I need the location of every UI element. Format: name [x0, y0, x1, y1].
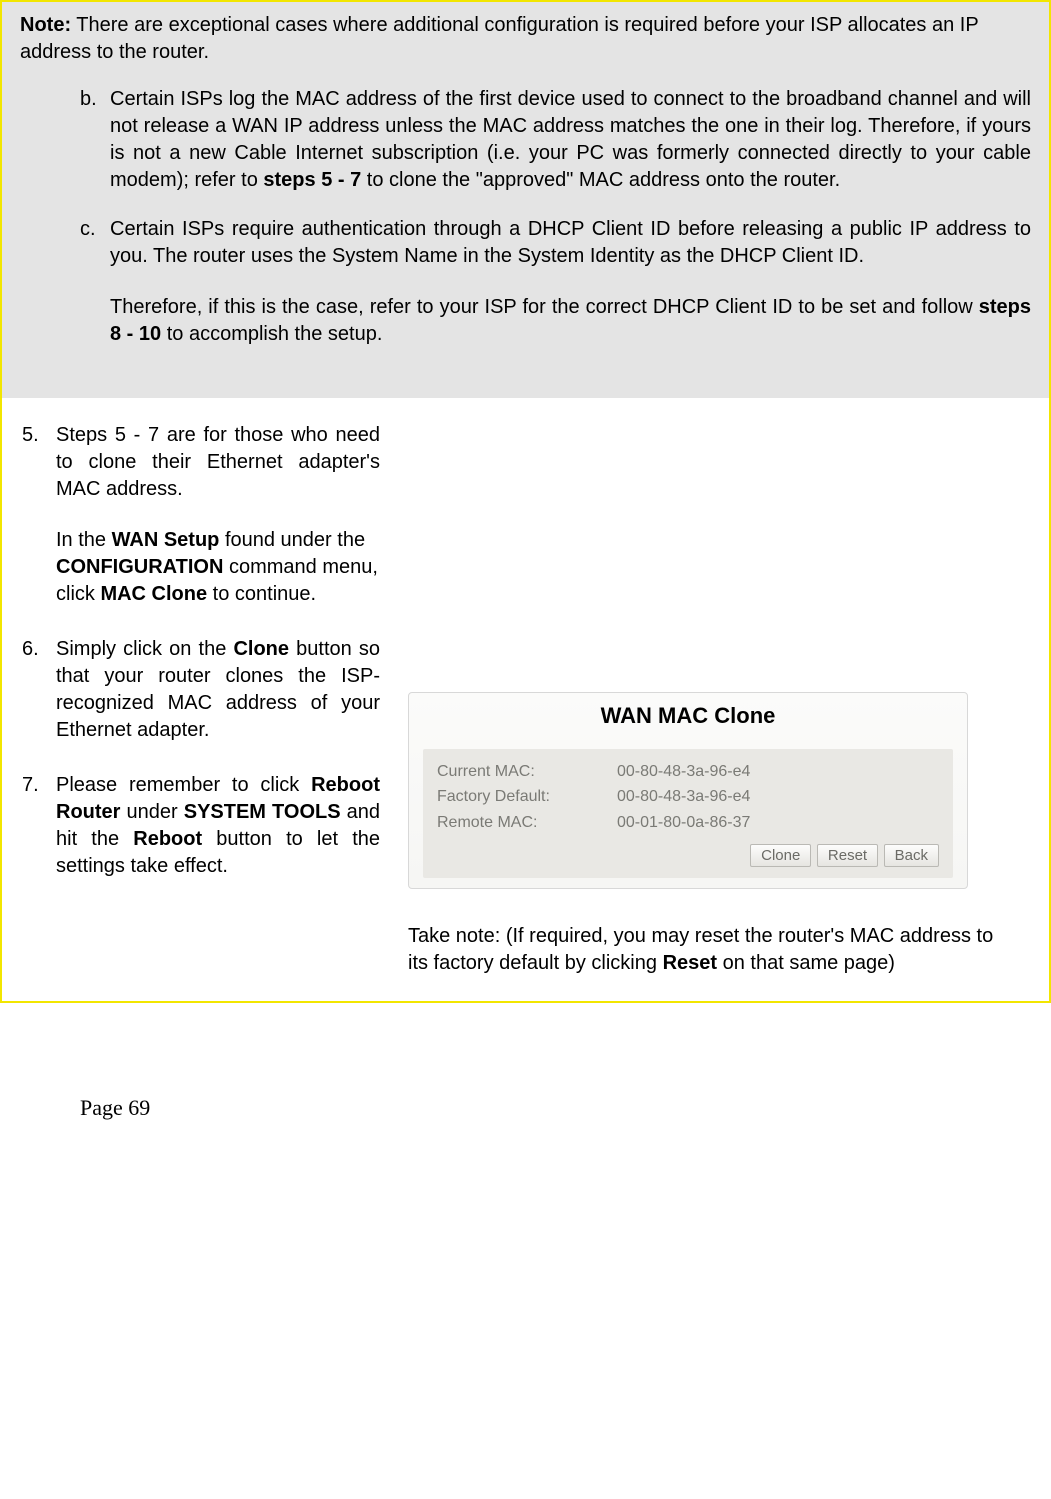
note-c-follow: Therefore, if this is the case, refer to… [110, 294, 1031, 348]
row-value: 00-80-48-3a-96-e4 [617, 786, 939, 808]
clone-button[interactable]: Clone [750, 844, 811, 867]
panel-row: Remote MAC: 00-01-80-0a-86-37 [437, 812, 939, 834]
row-label: Factory Default: [437, 786, 617, 808]
note-item-c: c. Certain ISPs require authentication t… [110, 216, 1031, 348]
step-6: 6. Simply click on the Clone button so t… [56, 636, 380, 744]
row-label: Remote MAC: [437, 812, 617, 834]
note-item-b: b. Certain ISPs log the MAC address of t… [110, 86, 1031, 194]
step-5-p2: In the WAN Setup found under the CONFIGU… [56, 527, 380, 608]
step-6-p1: Simply click on the Clone button so that… [56, 636, 380, 744]
note-c-text: Certain ISPs require authentication thro… [110, 218, 1031, 267]
panel-title: WAN MAC Clone [409, 693, 967, 749]
panel-body: Current MAC: 00-80-48-3a-96-e4 Factory D… [423, 749, 953, 879]
note-c-follow-after: to accomplish the setup. [161, 323, 382, 345]
note-b-text-after: to clone the "approved" MAC address onto… [361, 169, 840, 191]
step-7-p1: Please remember to click Reboot Router u… [56, 772, 380, 880]
note-label: Note: [20, 14, 71, 36]
step-number: 7. [22, 772, 39, 799]
page-number: Page 69 [0, 1003, 1051, 1123]
note-box: Note: There are exceptional cases where … [2, 2, 1049, 398]
reset-button[interactable]: Reset [817, 844, 878, 867]
panel-row: Factory Default: 00-80-48-3a-96-e4 [437, 786, 939, 808]
list-marker: b. [80, 86, 97, 113]
step-5-p1: Steps 5 - 7 are for those who need to cl… [56, 422, 380, 503]
note-b-bold: steps 5 - 7 [263, 169, 361, 191]
note-lead-text: There are exceptional cases where additi… [20, 14, 978, 63]
step-7: 7. Please remember to click Reboot Route… [56, 772, 380, 880]
left-column: 5. Steps 5 - 7 are for those who need to… [20, 422, 380, 977]
row-value: 00-80-48-3a-96-e4 [617, 761, 939, 783]
note-c-follow-before: Therefore, if this is the case, refer to… [110, 296, 979, 318]
note-lead: Note: There are exceptional cases where … [20, 12, 1031, 66]
step-number: 5. [22, 422, 39, 449]
step-number: 6. [22, 636, 39, 663]
take-note-text: Take note: (If required, you may reset t… [408, 923, 1031, 977]
list-marker: c. [80, 216, 96, 243]
steps-section: 5. Steps 5 - 7 are for those who need to… [2, 398, 1049, 1001]
note-sublist: b. Certain ISPs log the MAC address of t… [20, 86, 1031, 348]
panel-row: Current MAC: 00-80-48-3a-96-e4 [437, 761, 939, 783]
step-5: 5. Steps 5 - 7 are for those who need to… [56, 422, 380, 608]
row-label: Current MAC: [437, 761, 617, 783]
content-frame: Note: There are exceptional cases where … [0, 0, 1051, 1003]
row-value: 00-01-80-0a-86-37 [617, 812, 939, 834]
panel-button-row: Clone Reset Back [437, 841, 939, 868]
steps-list: 5. Steps 5 - 7 are for those who need to… [20, 422, 380, 880]
back-button[interactable]: Back [884, 844, 939, 867]
right-column: WAN MAC Clone Current MAC: 00-80-48-3a-9… [408, 422, 1031, 977]
wan-mac-clone-panel: WAN MAC Clone Current MAC: 00-80-48-3a-9… [408, 692, 968, 889]
